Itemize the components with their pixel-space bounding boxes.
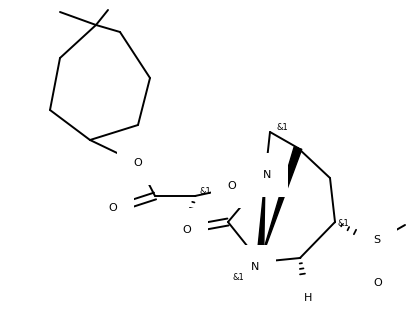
Text: O: O bbox=[133, 158, 143, 168]
Text: O: O bbox=[109, 203, 117, 213]
Text: &1: &1 bbox=[199, 187, 211, 196]
Text: &1: &1 bbox=[337, 219, 349, 228]
Text: N: N bbox=[251, 262, 259, 272]
Text: N: N bbox=[263, 170, 271, 180]
Text: H: H bbox=[304, 293, 312, 303]
Text: O: O bbox=[227, 181, 236, 191]
Text: S: S bbox=[373, 235, 381, 245]
Text: &1: &1 bbox=[276, 123, 288, 132]
Text: &1: &1 bbox=[232, 273, 244, 282]
Text: O: O bbox=[183, 225, 192, 235]
Text: O: O bbox=[374, 278, 382, 288]
Polygon shape bbox=[257, 178, 265, 262]
Text: F: F bbox=[184, 236, 190, 246]
Polygon shape bbox=[260, 147, 302, 262]
